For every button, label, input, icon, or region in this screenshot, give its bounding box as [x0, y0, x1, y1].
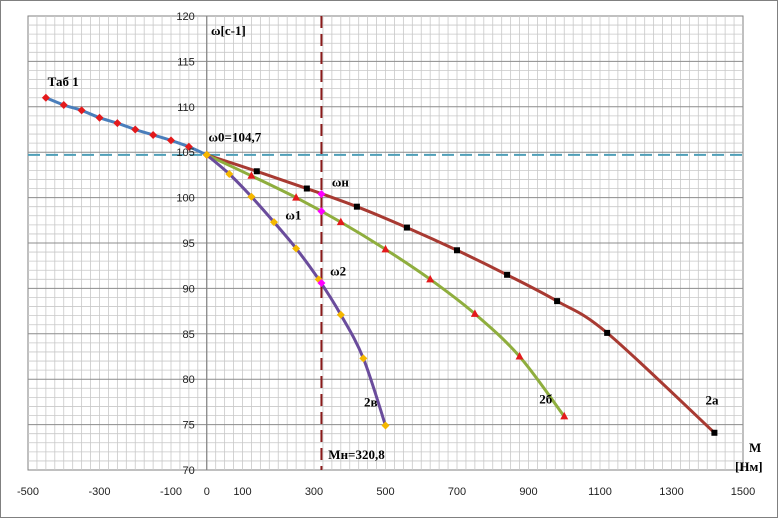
series-label: 2а [705, 393, 719, 408]
origin-point [202, 150, 211, 159]
y-tick-label: 80 [183, 374, 195, 386]
data-point [403, 224, 410, 231]
data-point [336, 217, 345, 226]
series-label: 2б [539, 392, 553, 407]
labels: Таб 1 2а 2б 2в ωн ω1 ω2 ω0=104,7 Mн=320,8 ω[c-1] M… [48, 23, 763, 474]
data-point [353, 203, 360, 210]
data-point [292, 193, 301, 201]
annotation-label: ω2 [330, 264, 346, 279]
y-tick-label: 105 [176, 147, 194, 159]
data-point [292, 244, 301, 253]
annotation-label: ωн [332, 175, 350, 190]
data-point [167, 136, 175, 145]
series-label: Таб 1 [48, 74, 79, 89]
x-tick-label: 100 [233, 486, 251, 498]
data-point [303, 185, 310, 192]
grid [27, 15, 744, 471]
data-point [253, 168, 260, 175]
tick-labels: -500 -300 -100 0 100 300 500 700 900 1100 1300 1500… [17, 11, 755, 498]
annotation-point [317, 189, 326, 198]
y-tick-label: 90 [183, 283, 195, 295]
annotation-point [317, 278, 326, 287]
y-axis-label: ω[c-1] [211, 23, 246, 38]
data-point [604, 329, 611, 336]
y-tick-label: 75 [183, 420, 195, 432]
data-point [504, 271, 511, 278]
data-point [247, 192, 256, 201]
data-point [711, 429, 718, 436]
data-point [41, 93, 50, 102]
series-markers [41, 93, 718, 436]
data-point [426, 274, 435, 283]
x-tick-label: 0 [204, 486, 210, 498]
y-tick-label: 110 [177, 102, 195, 114]
series-line-1 [45, 96, 208, 157]
x-tick-label: -500 [17, 486, 39, 498]
x-tick-label: 1100 [588, 486, 612, 498]
data-point [336, 310, 345, 319]
data-point [359, 354, 368, 363]
mn-label: Mн=320,8 [328, 447, 385, 462]
data-point [59, 100, 68, 109]
data-point [184, 142, 193, 151]
data-point [381, 421, 390, 430]
y-tick-label: 95 [183, 238, 195, 250]
data-point [454, 247, 460, 254]
data-point [381, 244, 390, 253]
data-point [131, 125, 140, 134]
y-tick-label: 115 [177, 56, 195, 68]
data-point [554, 298, 561, 305]
data-point [269, 218, 278, 227]
x-tick-label: 900 [519, 486, 537, 498]
series-label: 2в [364, 394, 378, 409]
data-point [515, 352, 524, 360]
x-tick-label: -300 [88, 486, 110, 498]
data-point [247, 171, 256, 179]
reference-lines [28, 16, 743, 470]
x-tick-label: 1500 [731, 486, 755, 498]
data-point [113, 119, 122, 128]
x-tick-label: -100 [160, 486, 182, 498]
x-tick-label: 300 [305, 486, 323, 498]
x-tick-label: 500 [376, 486, 394, 498]
omega0-label: ω0=104,7 [209, 129, 262, 144]
annotation-label: ω1 [285, 207, 301, 222]
y-tick-label: 100 [176, 193, 194, 205]
annotation-point [317, 207, 326, 216]
data-point [149, 130, 158, 139]
y-tick-label: 70 [183, 465, 195, 477]
data-point [560, 411, 569, 420]
x-tick-label: 700 [448, 486, 466, 498]
x-axis-unit: [Нм] [735, 459, 763, 474]
data-point [95, 113, 104, 122]
y-tick-label: 120 [176, 11, 194, 23]
y-tick-label: 85 [183, 329, 195, 341]
data-point [225, 169, 234, 178]
x-tick-label: 1300 [659, 486, 683, 498]
data-point [470, 309, 479, 317]
data-point [77, 106, 86, 115]
x-axis-label: M [749, 440, 761, 455]
